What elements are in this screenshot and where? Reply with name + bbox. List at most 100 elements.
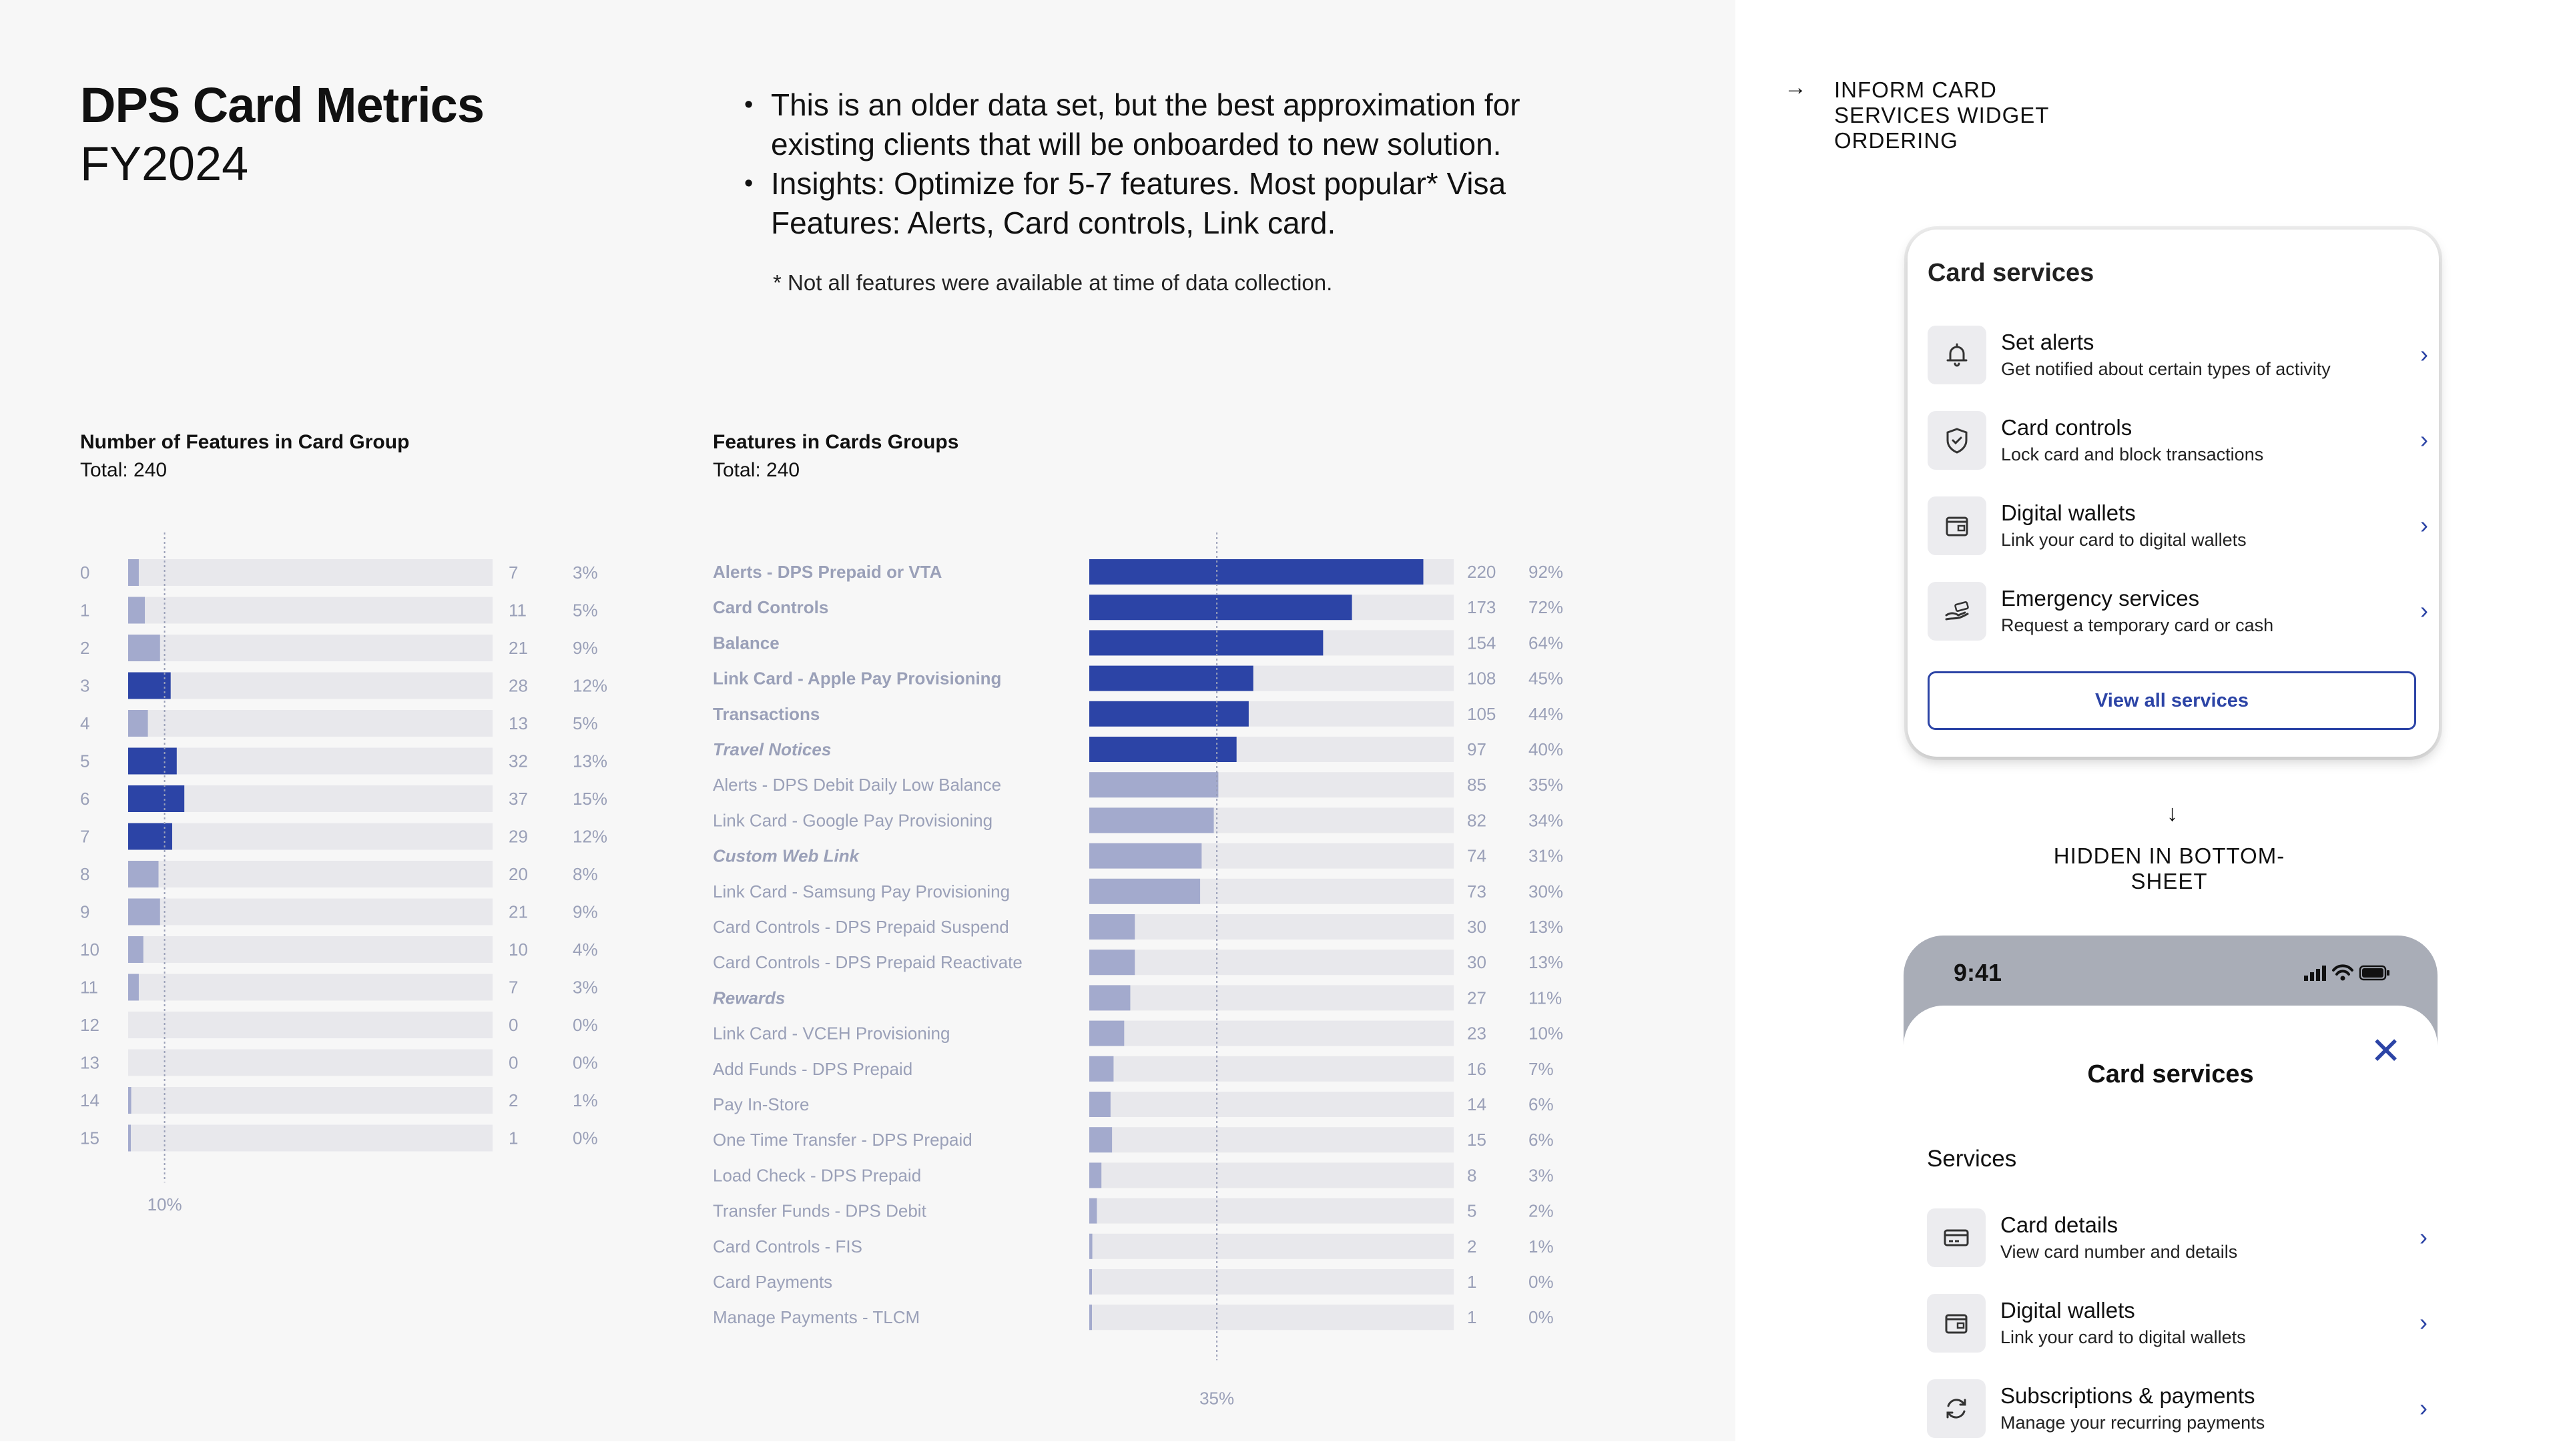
percent-label: 3% bbox=[1528, 1165, 1554, 1185]
bar bbox=[128, 936, 144, 963]
sheet-item-subscriptions[interactable]: Subscriptions & payments Manage your rec… bbox=[1927, 1377, 2428, 1443]
chevron-right-icon: › bbox=[2420, 340, 2428, 368]
category-label: 10 bbox=[80, 940, 99, 960]
bar bbox=[128, 710, 148, 737]
bar-track bbox=[1089, 1092, 1454, 1117]
right-arrow-icon: → bbox=[1784, 75, 1807, 100]
bar-track bbox=[1089, 1127, 1454, 1153]
percent-label: 34% bbox=[1528, 810, 1563, 830]
value-label: 15 bbox=[1467, 1130, 1486, 1150]
bullet-2: Insights: Optimize for 5-7 features. Mos… bbox=[744, 164, 1605, 243]
category-label: Travel Notices bbox=[713, 739, 831, 759]
bar bbox=[1089, 914, 1135, 940]
percent-label: 9% bbox=[573, 638, 598, 658]
widget-item-desc: Get notified about certain types of acti… bbox=[2001, 359, 2331, 379]
bar bbox=[128, 1087, 131, 1114]
percent-label: 0% bbox=[1528, 1307, 1554, 1327]
category-label: 6 bbox=[80, 789, 89, 809]
widget-item-digital-wallets[interactable]: Digital wallets Link your card to digita… bbox=[1928, 494, 2428, 561]
page-subtitle: FY2024 bbox=[80, 137, 249, 191]
widget-item-name: Set alerts bbox=[2001, 330, 2094, 354]
bar-track bbox=[128, 710, 493, 737]
percent-label: 44% bbox=[1528, 704, 1563, 724]
bar-track bbox=[128, 1124, 493, 1152]
refresh-icon bbox=[1927, 1379, 1986, 1438]
category-label: 8 bbox=[80, 864, 89, 884]
bar bbox=[1089, 665, 1253, 691]
bottom-sheet: ✕ Card services Services Card details Vi… bbox=[1904, 1006, 2438, 1456]
bar bbox=[128, 747, 177, 775]
bar bbox=[1089, 630, 1324, 656]
percent-label: 1% bbox=[573, 1090, 598, 1110]
percent-label: 31% bbox=[1528, 846, 1563, 866]
value-label: 2 bbox=[1467, 1236, 1476, 1256]
sheet-item-digital-wallets[interactable]: Digital wallets Link your card to digita… bbox=[1927, 1291, 2428, 1358]
bar-track bbox=[1089, 1269, 1454, 1295]
wallet-icon bbox=[1927, 1294, 1986, 1353]
widget-item-desc: Link your card to digital wallets bbox=[2001, 530, 2247, 550]
chevron-right-icon: › bbox=[2420, 597, 2428, 624]
widget-item-set-alerts[interactable]: Set alerts Get notified about certain ty… bbox=[1928, 323, 2428, 390]
page-title: DPS Card Metrics bbox=[80, 77, 485, 133]
insight-bullets: This is an older data set, but the best … bbox=[744, 85, 1605, 243]
value-label: 97 bbox=[1467, 739, 1486, 759]
category-label: 7 bbox=[80, 827, 89, 847]
percent-label: 12% bbox=[573, 827, 607, 847]
percent-label: 30% bbox=[1528, 881, 1563, 901]
category-label: Card Controls - DPS Prepaid Suspend bbox=[713, 917, 1009, 937]
value-label: 11 bbox=[509, 601, 527, 621]
category-label: 13 bbox=[80, 1053, 99, 1073]
bar-track bbox=[128, 974, 493, 1001]
value-label: 8 bbox=[1467, 1165, 1476, 1185]
category-label: 12 bbox=[80, 1015, 99, 1035]
bar bbox=[128, 823, 172, 850]
category-label: Link Card - Google Pay Provisioning bbox=[713, 810, 992, 830]
phone-mockup: 9:41 ✕ Card services Services Card detai… bbox=[1904, 936, 2438, 1456]
widget-item-desc: Lock card and block transactions bbox=[2001, 444, 2264, 464]
widget-item-name: Emergency services bbox=[2001, 586, 2200, 611]
bar-track bbox=[1089, 950, 1454, 976]
bar-track bbox=[1089, 914, 1454, 940]
category-label: 3 bbox=[80, 676, 89, 696]
widget-item-card-controls[interactable]: Card controls Lock card and block transa… bbox=[1928, 408, 2428, 475]
category-label: Balance bbox=[713, 633, 780, 653]
value-label: 21 bbox=[509, 902, 528, 922]
bar bbox=[1089, 807, 1214, 833]
category-label: One Time Transfer - DPS Prepaid bbox=[713, 1130, 972, 1150]
percent-label: 6% bbox=[1528, 1094, 1554, 1114]
bar-track bbox=[128, 672, 493, 699]
category-label: Manage Payments - TLCM bbox=[713, 1307, 920, 1327]
category-label: Add Funds - DPS Prepaid bbox=[713, 1059, 912, 1079]
wallet-icon bbox=[1928, 496, 1986, 555]
widget-item-emergency-services[interactable]: Emergency services Request a temporary c… bbox=[1928, 579, 2428, 646]
percent-label: 10% bbox=[1528, 1024, 1563, 1044]
bar bbox=[1089, 772, 1219, 798]
close-icon[interactable]: ✕ bbox=[2370, 1030, 2401, 1072]
value-label: 154 bbox=[1467, 633, 1496, 653]
category-label: 4 bbox=[80, 713, 89, 733]
sheet-item-card-details[interactable]: Card details View card number and detail… bbox=[1927, 1206, 2428, 1272]
value-label: 20 bbox=[509, 864, 528, 884]
percent-label: 13% bbox=[573, 751, 607, 771]
bar-track bbox=[1089, 1162, 1454, 1188]
percent-label: 9% bbox=[573, 902, 598, 922]
bar-track bbox=[1089, 1198, 1454, 1224]
sheet-item-desc: Manage your recurring payments bbox=[2000, 1413, 2265, 1433]
view-all-services-button[interactable]: View all services bbox=[1928, 671, 2416, 730]
value-label: 7 bbox=[509, 978, 518, 998]
hand-card-icon bbox=[1928, 582, 1986, 641]
sheet-item-desc: View card number and details bbox=[2000, 1242, 2238, 1262]
chevron-right-icon: › bbox=[2419, 1223, 2428, 1250]
bar bbox=[1089, 559, 1424, 585]
category-label: 15 bbox=[80, 1128, 99, 1148]
percent-label: 4% bbox=[573, 940, 598, 960]
category-label: Alerts - DPS Prepaid or VTA bbox=[713, 562, 942, 582]
percent-label: 2% bbox=[1528, 1201, 1554, 1221]
value-label: 173 bbox=[1467, 597, 1496, 617]
percent-label: 92% bbox=[1528, 562, 1563, 582]
percent-label: 0% bbox=[573, 1015, 598, 1035]
percent-label: 3% bbox=[573, 563, 598, 583]
percent-label: 6% bbox=[1528, 1130, 1554, 1150]
category-label: Card Controls - FIS bbox=[713, 1236, 862, 1256]
value-label: 74 bbox=[1467, 846, 1486, 866]
